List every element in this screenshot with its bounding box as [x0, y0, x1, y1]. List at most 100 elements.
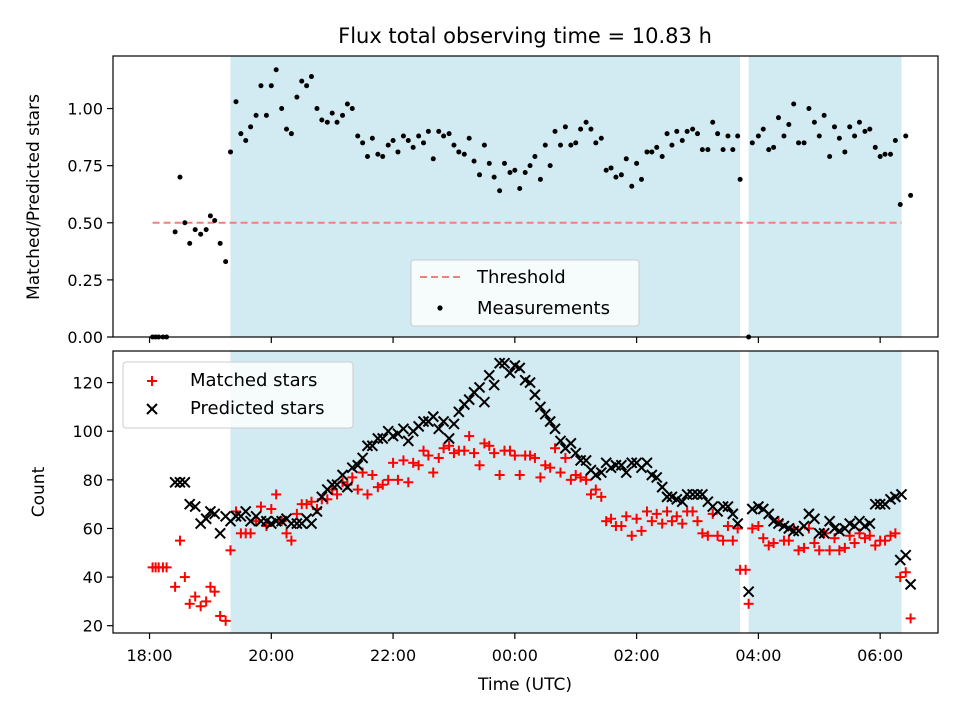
predicted-point: [727, 508, 739, 520]
measurement-point: [314, 106, 320, 112]
matched-point: [484, 440, 495, 451]
predicted-point: [626, 457, 638, 469]
matched-point: [565, 474, 576, 485]
measurement-point: [334, 119, 340, 125]
chart-title: Flux total observing time = 10.83 h: [338, 24, 712, 48]
measurement-point: [451, 142, 457, 148]
y-tick-label: 80: [83, 471, 103, 490]
measurement-point: [308, 74, 314, 80]
measurement-point: [360, 140, 366, 146]
measurement-point: [228, 149, 234, 155]
measurement-point: [821, 112, 827, 118]
predicted-point: [731, 517, 744, 530]
measurement-point: [319, 117, 325, 123]
measurement-point: [623, 156, 629, 162]
predicted-point: [417, 415, 430, 428]
predicted-point: [651, 471, 663, 484]
x-axis-label: Time (UTC): [477, 675, 572, 695]
matched-point: [347, 472, 358, 483]
predicted-point: [402, 435, 415, 447]
predicted-point: [463, 393, 475, 406]
measurement-point: [198, 231, 204, 237]
measurement-point: [477, 172, 483, 178]
predicted-point: [686, 488, 699, 501]
predicted-point: [352, 459, 364, 471]
matched-point: [727, 535, 738, 546]
matched-point: [702, 530, 713, 541]
measurement-point: [674, 128, 680, 134]
legend-predicted-label: Predicted stars: [190, 398, 324, 419]
measurement-point: [908, 192, 914, 198]
measurement-point: [737, 176, 743, 182]
measurement-point: [634, 160, 640, 166]
matched-point: [413, 460, 424, 471]
matched-point: [621, 511, 632, 522]
predicted-point: [377, 432, 389, 445]
bottom-axes-frame: [112, 350, 939, 634]
matched-point: [174, 535, 185, 546]
measurement-point: [512, 167, 518, 173]
measurement-point: [497, 188, 503, 194]
measurement-point: [558, 142, 564, 148]
matched-point: [509, 450, 520, 461]
predicted-point: [397, 423, 410, 435]
top-shaded-intervals: [230, 56, 902, 337]
matched-point: [849, 538, 860, 549]
measurement-point: [568, 142, 574, 148]
measurement-point: [791, 101, 797, 107]
predicted-point: [291, 517, 303, 530]
matched-point: [890, 528, 901, 539]
predicted-point: [356, 452, 369, 464]
measurement-point: [537, 176, 543, 182]
matched-point: [245, 528, 256, 539]
top-panel: 0.00 0.25 0.50 0.75 1.00 Matched/Predicted s…: [24, 55, 939, 347]
matched-point: [697, 528, 708, 539]
x-tick-label: 20:00: [248, 646, 294, 665]
measurement-point: [562, 124, 568, 130]
bottom-x-ticks: 18:00 20:00 22:00 00:00 02:00 04:00 06:00: [126, 633, 903, 665]
top-axes-frame: [112, 55, 939, 338]
predicted-point: [174, 476, 186, 488]
matched-point: [646, 516, 657, 527]
matched-point: [306, 496, 317, 507]
matched-point: [590, 484, 601, 495]
measurement-point: [284, 126, 290, 132]
matched-point: [494, 469, 505, 480]
measurement-point: [862, 128, 868, 134]
y-tick-label: 20: [83, 617, 103, 636]
matched-point: [732, 523, 743, 534]
measurement-point: [390, 138, 396, 144]
matched-point: [870, 540, 881, 551]
matched-point: [718, 535, 729, 546]
measurement-point: [395, 149, 401, 155]
measurement-point: [897, 201, 903, 207]
measurement-point: [877, 154, 883, 160]
matched-point: [666, 516, 677, 527]
matched-point: [662, 506, 673, 517]
predicted-point: [641, 457, 653, 469]
measurement-point: [425, 128, 431, 134]
matched-point: [438, 443, 449, 454]
predicted-point: [179, 476, 191, 488]
matched-point: [383, 474, 394, 485]
measurement-point: [856, 119, 862, 125]
legend-measurements-label: Measurements: [477, 298, 610, 319]
measurement-point: [720, 147, 726, 153]
measurement-point: [446, 131, 452, 137]
matched-point: [768, 538, 779, 549]
matched-point: [255, 501, 266, 512]
measurement-point: [207, 213, 213, 219]
predicted-point: [498, 357, 511, 369]
measurement-point: [705, 147, 711, 153]
measurement-point: [441, 133, 447, 139]
predicted-point: [615, 459, 628, 471]
predicted-point: [595, 466, 608, 479]
predicted-point: [305, 517, 318, 530]
matched-point: [444, 440, 455, 451]
bottom-panel: 20 40 60 80 100 120 18:00 20:00 22:00 00:00 02:00…: [29, 350, 939, 695]
matched-point: [834, 545, 845, 556]
measurement-point: [481, 142, 487, 148]
measurement-point: [690, 126, 696, 132]
y-tick-label: 0.50: [67, 214, 103, 233]
predicted-point: [900, 549, 912, 561]
